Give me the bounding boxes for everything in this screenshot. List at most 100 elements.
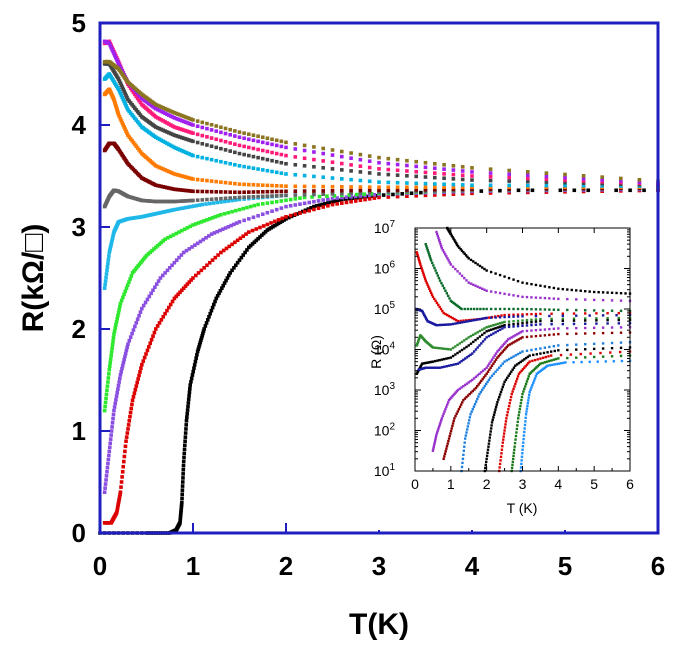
data-point xyxy=(451,424,454,428)
data-point xyxy=(507,313,511,317)
data-point xyxy=(284,215,288,219)
data-point xyxy=(480,317,484,320)
data-point xyxy=(425,361,428,365)
data-point xyxy=(482,307,485,311)
data-point xyxy=(422,362,425,365)
data-point xyxy=(516,319,520,323)
data-point xyxy=(520,459,523,462)
data-point xyxy=(442,347,446,350)
data-point xyxy=(185,408,190,412)
data-point xyxy=(619,341,623,344)
data-point xyxy=(202,219,206,223)
data-point xyxy=(260,156,265,161)
data-point xyxy=(176,173,180,177)
data-point xyxy=(563,178,567,182)
data-point xyxy=(185,151,190,155)
data-point xyxy=(328,200,333,205)
data-point xyxy=(451,185,456,190)
data-point xyxy=(190,373,195,377)
data-point xyxy=(112,51,116,56)
data-point xyxy=(123,449,127,454)
data-point xyxy=(282,218,286,222)
data-point xyxy=(279,206,284,210)
data-point xyxy=(178,199,182,203)
data-point xyxy=(142,355,147,360)
data-point xyxy=(496,329,500,333)
data-point xyxy=(107,453,111,458)
data-point xyxy=(122,454,127,459)
data-point xyxy=(157,126,162,131)
data-point xyxy=(367,197,372,201)
data-point xyxy=(446,401,450,404)
main-series-s9 xyxy=(102,72,660,188)
data-point xyxy=(189,278,193,282)
data-point xyxy=(492,416,495,419)
data-point xyxy=(552,358,556,361)
data-point xyxy=(458,405,462,409)
data-point xyxy=(163,271,167,275)
data-point xyxy=(502,383,505,386)
data-point xyxy=(579,352,582,356)
data-point xyxy=(472,350,476,353)
data-point xyxy=(526,179,530,184)
data-point xyxy=(471,378,474,382)
data-point xyxy=(601,298,605,302)
data-point xyxy=(492,372,496,375)
data-point xyxy=(498,366,501,369)
data-point xyxy=(278,220,283,225)
data-point xyxy=(451,168,456,172)
data-point xyxy=(485,307,488,311)
data-point xyxy=(424,316,427,319)
data-point xyxy=(143,300,148,305)
data-point xyxy=(472,260,475,263)
data-point xyxy=(463,445,466,448)
data-point xyxy=(619,354,623,358)
data-point xyxy=(274,159,279,164)
data-point xyxy=(214,190,219,194)
data-point xyxy=(183,431,188,435)
data-point xyxy=(312,192,316,197)
data-point xyxy=(494,370,497,373)
data-point xyxy=(572,317,576,320)
data-point xyxy=(449,432,452,435)
data-point xyxy=(423,277,427,280)
data-point xyxy=(459,248,462,251)
data-point xyxy=(155,136,160,141)
data-point xyxy=(121,295,125,300)
data-point xyxy=(468,392,471,396)
data-point xyxy=(507,325,511,329)
data-point xyxy=(154,211,158,216)
data-point xyxy=(528,354,531,357)
data-point xyxy=(532,379,536,382)
data-point xyxy=(274,151,279,156)
data-point xyxy=(312,199,316,204)
data-point xyxy=(386,161,391,166)
data-point xyxy=(183,199,188,203)
data-point xyxy=(609,351,612,354)
data-point xyxy=(494,316,497,319)
data-point xyxy=(599,351,602,355)
data-point xyxy=(185,226,190,230)
data-point xyxy=(513,385,516,388)
data-point xyxy=(185,137,190,142)
data-point xyxy=(447,437,451,440)
data-point xyxy=(182,451,187,456)
data-point xyxy=(358,152,363,157)
data-point xyxy=(340,168,344,172)
data-point xyxy=(165,130,169,134)
inset-y-tick-label: 105 xyxy=(374,300,396,317)
data-point xyxy=(642,188,646,193)
data-point xyxy=(230,242,234,247)
data-point xyxy=(284,140,288,145)
data-point xyxy=(135,146,140,150)
data-point xyxy=(226,210,231,215)
data-point xyxy=(517,332,521,335)
data-point xyxy=(183,284,188,288)
data-point xyxy=(189,122,193,127)
data-point xyxy=(521,444,525,448)
data-point xyxy=(460,274,464,278)
data-point xyxy=(145,348,150,353)
data-point xyxy=(485,366,488,369)
data-point xyxy=(478,372,481,375)
data-point xyxy=(476,337,479,340)
